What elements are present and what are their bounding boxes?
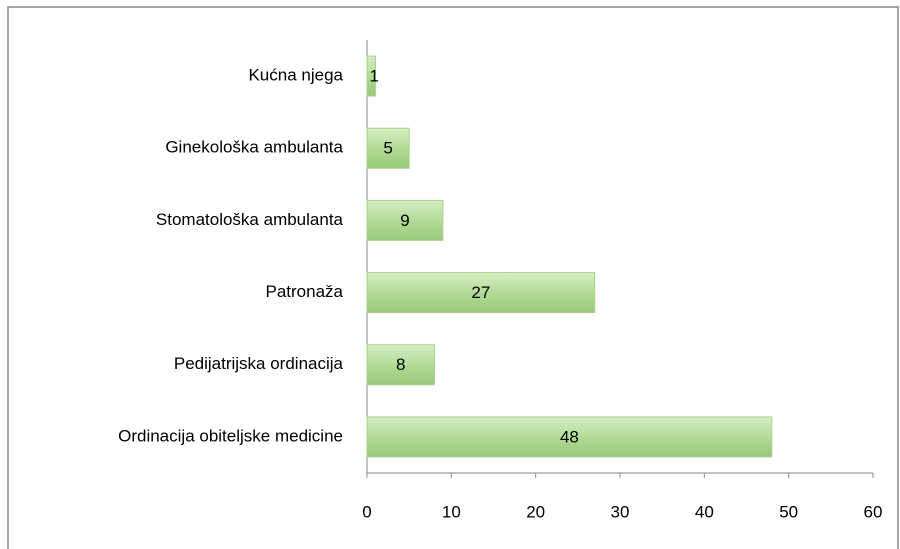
y-tick-label: Pedijatrijska ordinacija [174,354,344,373]
data-label: 8 [396,355,405,374]
x-tick-label: 50 [779,502,798,521]
data-label: 5 [383,139,392,158]
bar [366,127,410,169]
x-tick-label: 60 [864,502,883,521]
bar [366,199,444,241]
y-tick-label: Stomatološka ambulanta [156,210,344,229]
y-tick-label: Ordinacija obiteljske medicine [118,426,343,445]
bar [366,272,596,314]
y-tick-label: Ginekološka ambulanta [165,138,343,157]
bar [366,55,376,97]
x-tick-label: 30 [611,502,630,521]
x-tick-label: 0 [362,502,371,521]
data-label: 27 [471,283,490,302]
bar [366,416,773,458]
x-tick-label: 20 [526,502,545,521]
x-tick-label: 40 [695,502,714,521]
y-tick-label: Kućna njega [248,66,343,85]
data-label: 1 [369,67,378,86]
bar [366,344,435,386]
y-tick-label: Patronaža [266,282,344,301]
data-label: 9 [400,211,409,230]
x-tick-label: 10 [442,502,461,521]
data-label: 48 [560,427,579,446]
